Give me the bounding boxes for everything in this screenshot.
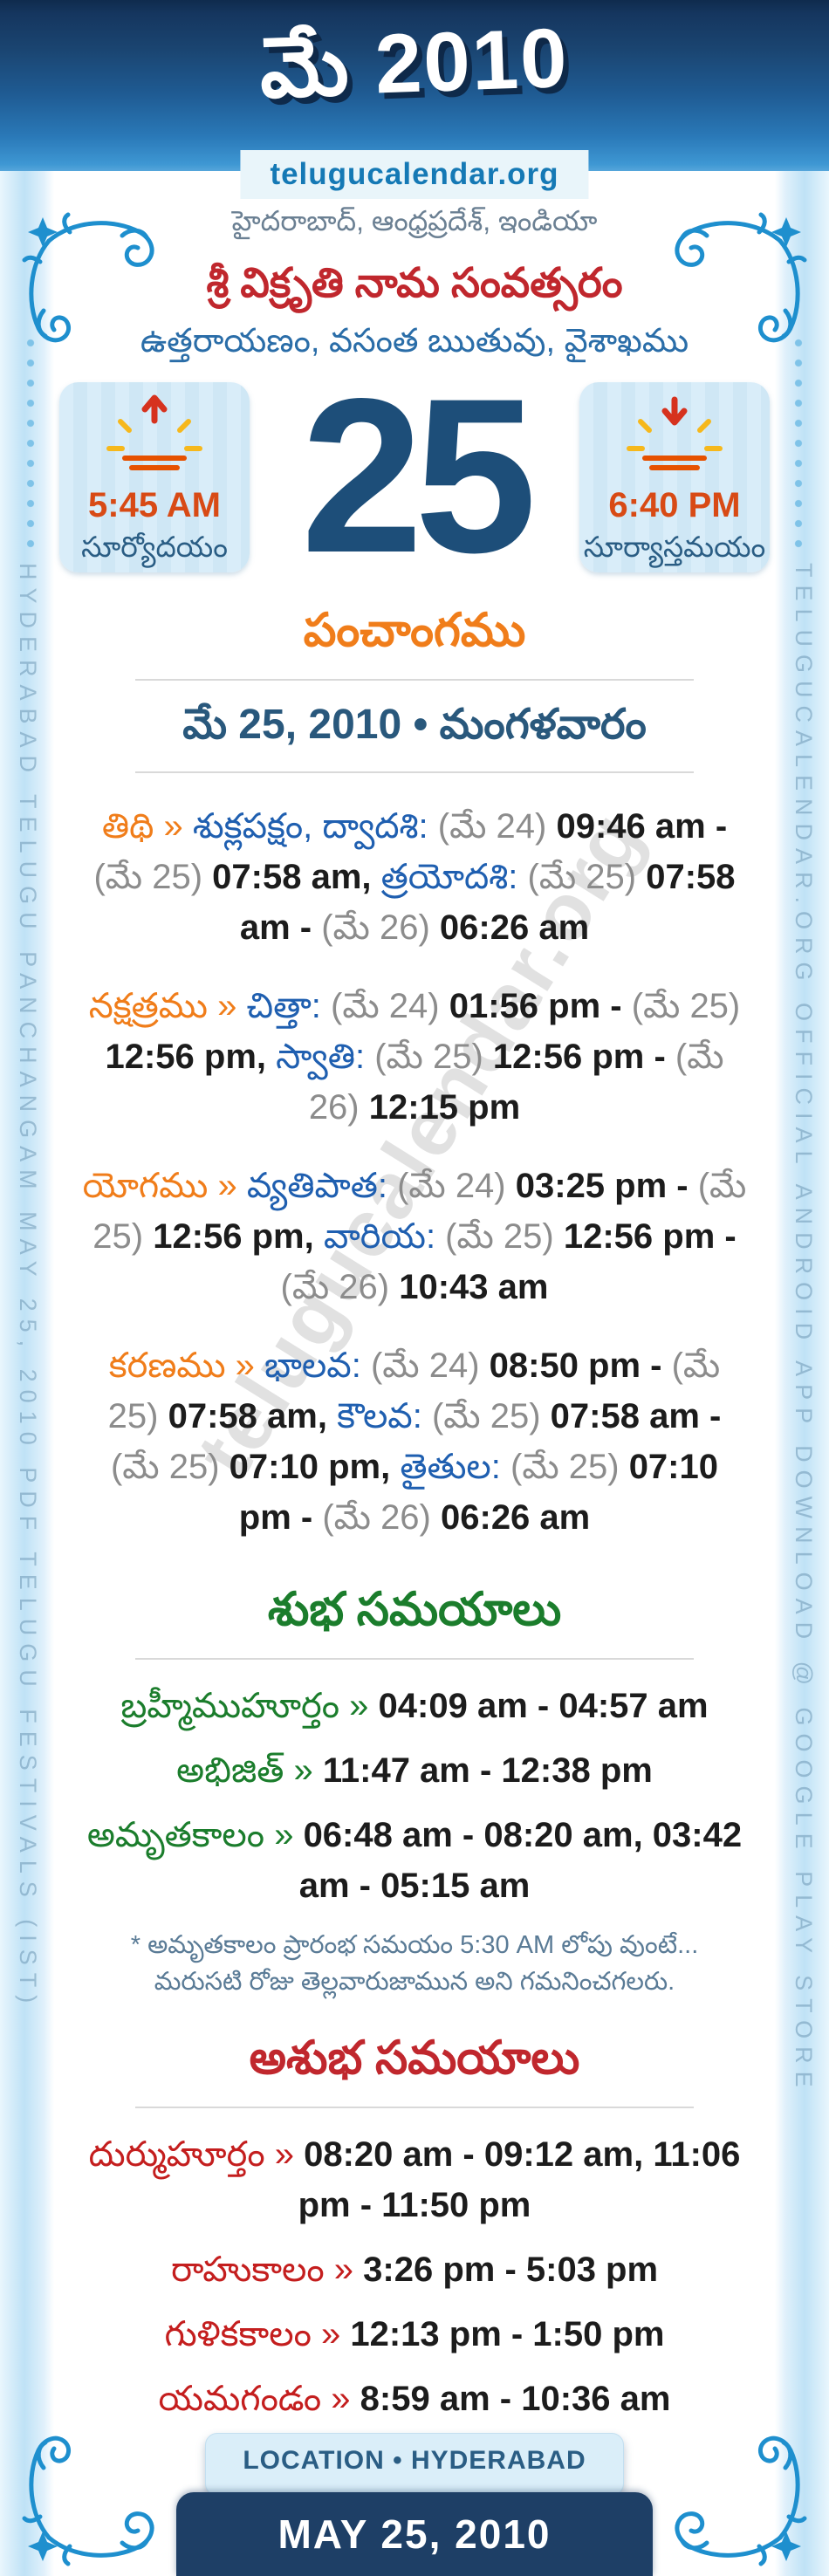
site-badge[interactable]: telugucalendar.org [240, 150, 589, 199]
amrutakalam-note: * అమృతకాలం ప్రారంభ సమయం 5:30 AM లోపు వుం… [130, 1931, 699, 1996]
panchangam-rows: తిథి » శుక్లపక్షం, ద్వాదశి: (మే 24) 09:4… [0, 801, 829, 1543]
panchang-row: కరణము » భాలవ: (మే 24) 08:50 pm - (మే 25)… [107, 1346, 722, 1537]
divider [135, 771, 694, 773]
season-line: ఉత్తరాయణం, వసంత ఋతువు, వైశాఖము [140, 323, 689, 360]
corner-flourish-icon [666, 2434, 810, 2569]
sunrise-time: 5:45 AM [88, 486, 221, 524]
location-card: LOCATION • HYDERABAD [205, 2433, 624, 2496]
right-dotted-divider [794, 339, 803, 552]
footer-date-bar: MAY 25, 2010 [176, 2492, 653, 2576]
panchang-row: యోగము » వ్యతిపాత: (మే 24) 03:25 pm - (మే… [82, 1167, 747, 1306]
geo-line: హైదరాబాద్, ఆంధ్రప్రదేశ్, ఇండియా [231, 205, 598, 236]
left-dotted-divider [26, 339, 35, 552]
subha-items: బ్రహ్మీముహూర్తం » 04:09 am - 04:57 am అభి… [0, 1681, 829, 1911]
timing-item: రాహుకాలం » 3:26 pm - 5:03 pm [170, 2251, 659, 2289]
sunrise-icon [101, 394, 208, 478]
header-banner: మే 2010 [0, 0, 829, 171]
day-number: 25 [300, 353, 537, 599]
timing-item: గుళికకాలం » 12:13 pm - 1:50 pm [164, 2315, 665, 2353]
panchang-row: నక్షత్రము » చిత్తా: (మే 24) 01:56 pm - (… [88, 987, 741, 1127]
sunset-card: 6:40 PM సూర్యాస్తమయం [579, 382, 770, 572]
panchangam-heading: పంచాంగము [303, 605, 526, 656]
timing-item: బ్రహ్మీముహూర్తం » 04:09 am - 04:57 am [120, 1687, 709, 1725]
asubha-items: దుర్ముహూర్తం » 08:20 am - 09:12 am, 11:0… [0, 2129, 829, 2424]
left-vertical-caption: HYDERABAD TELUGU PANCHANGAM MAY 25, 2010… [15, 563, 41, 2011]
corner-flourish-icon [19, 2434, 163, 2569]
samvatsaram-line: శ్రీ విక్రృతి నామ సంవత్సరం [206, 259, 623, 305]
page-title: మే 2010 [257, 10, 571, 116]
panchang-row: తిథి » శుక్లపక్షం, ద్వాదశి: (మే 24) 09:4… [93, 807, 736, 947]
panchangam-date-line: మే 25, 2010 • మంగళవారం [182, 702, 647, 748]
sunrise-card: 5:45 AM సూర్యోదయం [59, 382, 250, 572]
timing-item: అమృతకాలం » 06:48 am - 08:20 am, 03:42 am… [86, 1816, 743, 1905]
asubha-heading: అశుభ సమయాలు [249, 2032, 580, 2084]
day-row: 5:45 AM సూర్యోదయం 25 [0, 353, 829, 599]
sunset-label: సూర్యాస్తమయం [583, 531, 766, 563]
divider [135, 2107, 694, 2108]
timing-item: అభిజిత్ » 11:47 am - 12:38 pm [176, 1751, 653, 1790]
right-vertical-caption: TELUGUCALENDAR.ORG OFFICIAL ANDROID APP … [791, 563, 817, 2095]
sunset-icon [621, 396, 728, 478]
sunrise-label: సూర్యోదయం [81, 531, 228, 563]
main-content: హైదరాబాద్, ఆంధ్రప్రదేశ్, ఇండియా శ్రీ విక… [0, 171, 829, 2424]
timing-item: యమగండం » 8:59 am - 10:36 am [158, 2380, 671, 2418]
right-edge-strip [775, 171, 829, 2576]
timing-item: దుర్ముహూర్తం » 08:20 am - 09:12 am, 11:0… [88, 2135, 741, 2224]
sunset-time: 6:40 PM [608, 486, 741, 524]
left-edge-strip [0, 171, 54, 2576]
subha-heading: శుభ సమయాలు [267, 1584, 562, 1635]
divider [135, 1658, 694, 1660]
divider [135, 679, 694, 681]
